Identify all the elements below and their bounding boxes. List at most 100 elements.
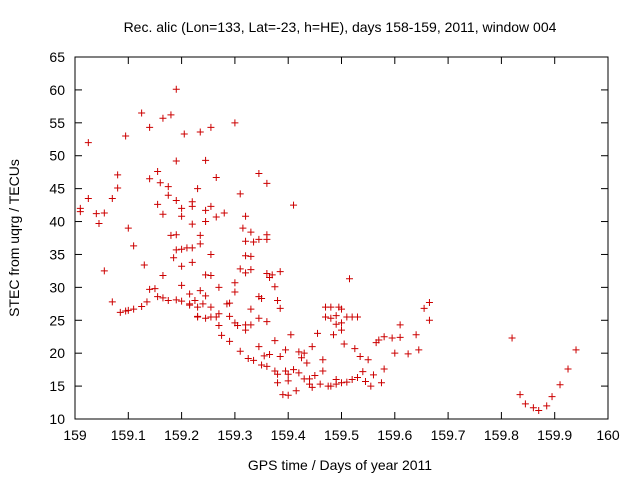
data-point <box>332 312 340 320</box>
data-point <box>236 265 244 273</box>
data-point <box>242 252 250 260</box>
data-point <box>172 196 180 204</box>
data-point <box>194 312 202 320</box>
data-point <box>255 343 263 351</box>
data-point <box>172 246 180 254</box>
data-point <box>226 337 234 345</box>
data-point <box>258 361 266 369</box>
data-point <box>338 379 345 387</box>
data-point <box>388 334 396 342</box>
data-point <box>114 184 122 192</box>
y-tick-label: 30 <box>49 279 65 295</box>
data-point <box>242 269 250 277</box>
data-point <box>572 346 580 354</box>
data-point <box>276 304 284 312</box>
data-point <box>236 347 244 355</box>
data-point <box>154 293 162 301</box>
data-point <box>186 301 194 309</box>
data-point <box>516 391 524 399</box>
data-point <box>84 195 92 203</box>
data-point <box>231 119 239 127</box>
data-point <box>84 139 92 147</box>
data-point <box>218 331 226 339</box>
data-point <box>236 190 244 198</box>
data-point <box>194 185 202 193</box>
data-point <box>247 321 255 329</box>
data-point <box>338 319 345 327</box>
data-point <box>319 356 327 364</box>
data-point <box>196 287 204 295</box>
data-point <box>207 202 215 210</box>
data-point <box>263 318 271 326</box>
chart-title: Rec. alic (Lon=133, Lat=-23, h=HE), days… <box>124 19 557 35</box>
data-point <box>212 213 220 221</box>
data-point <box>186 290 194 298</box>
data-point <box>250 238 258 246</box>
data-point <box>167 111 175 119</box>
data-point <box>564 365 572 373</box>
data-point <box>140 261 148 269</box>
data-point <box>548 393 556 401</box>
data-point <box>156 179 164 187</box>
data-point <box>260 352 268 360</box>
data-point <box>138 302 146 310</box>
data-point <box>159 210 167 218</box>
data-point <box>425 299 433 307</box>
data-point <box>271 283 279 291</box>
data-point <box>255 235 263 243</box>
data-point <box>300 349 308 357</box>
x-tick-label: 159.5 <box>324 427 359 443</box>
data-point <box>255 169 263 177</box>
data-point <box>284 377 292 385</box>
data-point <box>250 356 258 364</box>
data-point <box>76 204 84 212</box>
data-point <box>172 157 180 165</box>
x-tick-label: 159.2 <box>164 427 199 443</box>
data-point <box>207 250 215 258</box>
data-point <box>146 285 154 293</box>
data-point <box>308 383 316 391</box>
data-point <box>199 300 207 308</box>
data-point <box>95 220 103 228</box>
data-point <box>196 240 204 248</box>
data-point <box>295 348 303 356</box>
x-tick-label: 159.1 <box>111 427 146 443</box>
data-point <box>178 245 186 253</box>
data-point <box>108 195 116 203</box>
data-point <box>226 299 234 307</box>
data-point <box>159 114 167 122</box>
data-point <box>276 268 284 276</box>
data-point <box>234 322 242 330</box>
data-point <box>239 224 247 232</box>
data-point <box>202 206 210 214</box>
data-point <box>242 237 250 245</box>
axis-tick-labels: 159 159.1 159.2 159.3 159.4 159.5 159.6 159.7 15… <box>49 49 619 443</box>
x-tick-label: 159.6 <box>377 427 412 443</box>
data-point <box>215 322 223 330</box>
x-tick-label: 159.7 <box>431 427 466 443</box>
plot-frame <box>74 56 609 420</box>
data-point <box>178 262 186 270</box>
data-point <box>215 310 223 318</box>
data-point <box>322 313 330 321</box>
data-point <box>314 329 322 337</box>
data-point <box>207 123 215 131</box>
data-point <box>380 333 388 341</box>
data-point <box>164 191 172 199</box>
x-tick-label: 159.8 <box>484 427 519 443</box>
data-point <box>364 356 372 364</box>
data-point <box>529 404 537 412</box>
data-point <box>356 352 364 360</box>
data-point <box>340 340 348 348</box>
data-point <box>247 305 255 313</box>
data-point <box>100 267 108 275</box>
data-point <box>247 252 255 260</box>
data-point <box>172 296 180 304</box>
data-point <box>290 366 298 374</box>
data-point <box>343 378 351 386</box>
x-tick-label: 159.4 <box>271 427 306 443</box>
y-tick-label: 40 <box>49 214 65 230</box>
data-point <box>332 380 340 388</box>
data-point <box>159 272 167 280</box>
x-axis-title: GPS time / Days of year 2011 <box>248 457 432 473</box>
